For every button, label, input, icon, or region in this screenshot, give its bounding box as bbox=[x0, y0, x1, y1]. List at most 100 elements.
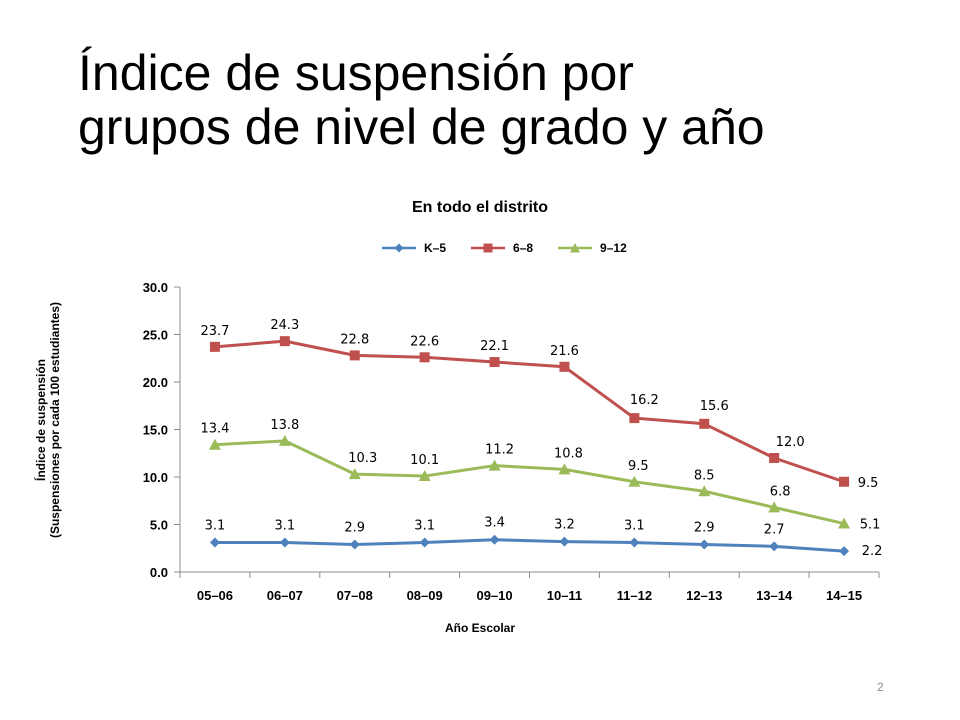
data-point-0-3 bbox=[419, 537, 430, 548]
data-point-2-2 bbox=[348, 468, 361, 480]
data-point-2-3 bbox=[418, 470, 431, 482]
x-tick-label-0: 05–06 bbox=[197, 588, 233, 603]
data-label-2-6: 9.5 bbox=[628, 459, 649, 474]
legend-label-k5: K–5 bbox=[424, 241, 447, 255]
y-tick-label-5: 25.0 bbox=[143, 328, 168, 343]
data-label-1-8: 12.0 bbox=[776, 435, 805, 450]
data-point-1-1 bbox=[279, 336, 290, 347]
data-label-2-1: 13.8 bbox=[270, 418, 299, 433]
data-point-0-4 bbox=[489, 534, 500, 545]
legend-line-square-icon bbox=[471, 243, 506, 253]
series-0: 3.1 3.1 2.9 3.1 3.4 3.2 3.1 2.9 2.7 2.2 bbox=[205, 516, 883, 559]
data-point-1-3 bbox=[419, 352, 430, 363]
data-point-0-5 bbox=[559, 536, 570, 547]
x-tick-label-8: 13–14 bbox=[756, 588, 793, 603]
x-tick-label-6: 11–12 bbox=[617, 588, 652, 603]
data-label-0-5: 3.2 bbox=[554, 518, 575, 533]
data-label-0-2: 2.9 bbox=[344, 520, 365, 535]
data-label-1-7: 15.6 bbox=[700, 399, 729, 414]
slide-title-line-1: Índice de suspensión por bbox=[78, 45, 634, 101]
legend-label-9-12: 9–12 bbox=[600, 241, 627, 255]
data-label-2-9: 5.1 bbox=[860, 518, 881, 533]
x-tick-label-2: 07–08 bbox=[337, 588, 373, 603]
slide-title-line-2: grupos de nivel de grado y año bbox=[78, 99, 765, 155]
legend-line-diamond-icon bbox=[382, 243, 416, 253]
chart-title: En todo el distrito bbox=[412, 199, 548, 216]
data-point-1-4 bbox=[489, 357, 500, 368]
y-tick-label-6: 30.0 bbox=[143, 280, 168, 295]
series-2: 13.4 13.8 10.3 10.1 11.2 10.8 9.5 8.5 6.8 5.1 bbox=[200, 418, 880, 533]
data-label-2-0: 13.4 bbox=[200, 422, 229, 437]
data-label-1-4: 22.1 bbox=[480, 339, 509, 354]
data-label-1-6: 16.2 bbox=[630, 393, 659, 408]
legend-item-9-12: 9–12 bbox=[556, 241, 627, 255]
data-point-1-2 bbox=[349, 350, 360, 361]
data-point-2-5 bbox=[558, 463, 571, 475]
series-1: 23.7 24.3 22.8 22.6 22.1 21.6 16.2 15.6 12.0 9.5 bbox=[200, 318, 878, 491]
series-line-1 bbox=[213, 339, 846, 484]
data-label-1-2: 22.8 bbox=[340, 332, 369, 347]
data-label-2-3: 10.1 bbox=[410, 453, 439, 468]
data-point-0-1 bbox=[279, 537, 290, 548]
data-label-1-1: 24.3 bbox=[270, 318, 299, 333]
x-tick-label-5: 10–11 bbox=[547, 588, 582, 603]
data-label-0-6: 3.1 bbox=[624, 519, 645, 534]
data-label-1-0: 23.7 bbox=[200, 324, 229, 339]
data-label-0-0: 3.1 bbox=[205, 519, 226, 534]
data-point-2-6 bbox=[628, 475, 641, 487]
data-point-1-5 bbox=[559, 361, 570, 372]
y-tick-label-0: 0.0 bbox=[150, 565, 168, 580]
data-point-2-8 bbox=[768, 501, 781, 513]
data-label-0-8: 2.7 bbox=[764, 522, 785, 537]
data-point-1-7 bbox=[699, 418, 710, 429]
legend-line-triangle-icon bbox=[558, 243, 593, 253]
x-tick-label-7: 12–13 bbox=[686, 588, 722, 603]
x-axis-label: Año Escolar bbox=[444, 621, 516, 635]
data-point-2-9 bbox=[838, 517, 851, 529]
data-point-2-7 bbox=[698, 485, 711, 497]
series-line-2 bbox=[213, 439, 846, 526]
data-label-1-3: 22.6 bbox=[410, 334, 439, 349]
slide-title: Índice de suspensión por grupos de nivel… bbox=[78, 46, 918, 154]
x-tick-label-3: 08–09 bbox=[407, 588, 443, 603]
data-point-0-6 bbox=[629, 537, 640, 548]
data-point-2-1 bbox=[278, 434, 291, 446]
data-label-2-7: 8.5 bbox=[694, 468, 715, 483]
data-label-1-5: 21.6 bbox=[550, 344, 579, 359]
x-tick-label-9: 14–15 bbox=[826, 588, 862, 603]
page-number: 2 bbox=[877, 680, 884, 694]
y-tick-label-2: 10.0 bbox=[143, 470, 168, 485]
data-label-0-7: 2.9 bbox=[694, 520, 715, 535]
chart-legend: K–5 6–8 9–12 bbox=[380, 241, 627, 255]
data-label-1-9: 9.5 bbox=[858, 476, 879, 491]
data-point-1-0 bbox=[209, 341, 220, 352]
data-point-1-9 bbox=[839, 476, 850, 487]
y-tick-label-3: 15.0 bbox=[143, 423, 168, 438]
legend-item-k5: K–5 bbox=[380, 241, 446, 255]
x-tick-label-4: 09–10 bbox=[476, 588, 512, 603]
data-point-2-0 bbox=[208, 438, 221, 450]
data-point-0-8 bbox=[769, 541, 780, 552]
data-point-0-2 bbox=[349, 539, 360, 550]
legend-item-6-8: 6–8 bbox=[469, 241, 533, 255]
data-point-0-0 bbox=[209, 537, 220, 548]
data-label-2-2: 10.3 bbox=[348, 451, 377, 466]
data-label-0-3: 3.1 bbox=[414, 519, 435, 534]
series-line-0 bbox=[213, 538, 846, 553]
y-tick-label-4: 20.0 bbox=[143, 375, 168, 390]
data-point-0-7 bbox=[699, 539, 710, 550]
data-label-2-8: 6.8 bbox=[770, 484, 791, 499]
data-label-2-5: 10.8 bbox=[554, 446, 583, 461]
x-tick-label-1: 06–07 bbox=[267, 588, 303, 603]
data-point-2-4 bbox=[488, 459, 501, 471]
data-label-0-4: 3.4 bbox=[484, 516, 505, 531]
data-label-0-1: 3.1 bbox=[275, 519, 296, 534]
data-point-1-6 bbox=[629, 413, 640, 424]
data-point-0-9 bbox=[839, 546, 850, 557]
y-tick-label-1: 5.0 bbox=[150, 518, 168, 533]
legend-label-6-8: 6–8 bbox=[513, 241, 534, 255]
data-point-1-8 bbox=[769, 453, 780, 463]
data-label-0-9: 2.2 bbox=[862, 544, 883, 559]
data-label-2-4: 11.2 bbox=[485, 443, 514, 458]
